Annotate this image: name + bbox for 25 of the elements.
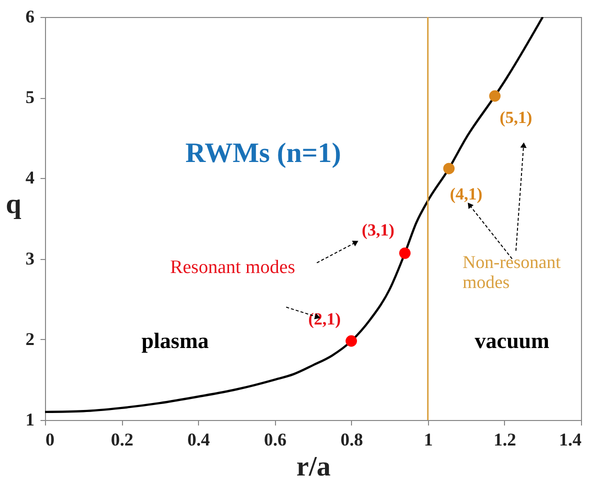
annotation: vacuum: [474, 328, 550, 354]
x-tick-label: 1.2: [494, 430, 516, 450]
annotation: Resonant modes: [170, 256, 296, 278]
annotation: (5,1): [500, 108, 532, 127]
x-tick-label: 1.4: [559, 430, 582, 450]
x-tick-label: 1: [424, 430, 433, 450]
annotation: RWMs (n=1): [185, 138, 342, 170]
x-tick-label: 0: [46, 430, 54, 450]
x-tick-label: 0.4: [187, 430, 210, 450]
y-tick-label: 3: [26, 248, 34, 268]
y-tick-label: 5: [26, 87, 34, 108]
x-tick-label: 0.2: [110, 430, 134, 450]
y-tick-label: 2: [26, 328, 34, 349]
annotation: plasma: [142, 328, 209, 354]
x-tick-label: 0.8: [340, 430, 364, 450]
x-tick-label: 0.6: [264, 430, 286, 450]
annotation: Non-resonant modes: [462, 252, 561, 292]
y-tick-label: 1: [26, 410, 34, 430]
x-axis-title: r/a: [296, 452, 331, 482]
annotation: (2,1): [308, 309, 341, 328]
annotation: (3,1): [362, 220, 394, 240]
y-tick-label: 6: [26, 6, 34, 26]
y-axis-title: q: [6, 189, 22, 220]
y-tick-label: 4: [26, 168, 34, 188]
annotation: (4,1): [450, 184, 482, 204]
